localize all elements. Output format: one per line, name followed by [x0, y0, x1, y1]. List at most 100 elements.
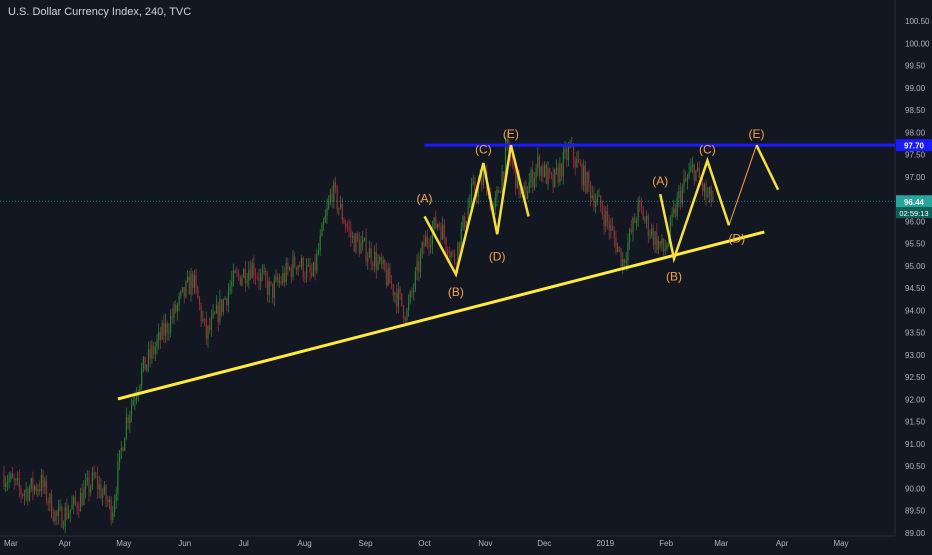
- candle: [170, 309, 172, 338]
- candle-body: [146, 364, 148, 371]
- candle-body: [357, 233, 359, 240]
- y-tick-label: 98.50: [905, 106, 926, 115]
- candle-body: [246, 280, 248, 284]
- candle: [532, 161, 534, 194]
- candle-body: [57, 508, 59, 517]
- candle: [708, 186, 711, 204]
- candle-body: [630, 229, 632, 233]
- candle: [132, 396, 134, 406]
- candle-body: [185, 281, 187, 297]
- candle-body: [351, 235, 354, 238]
- candle-body: [515, 165, 517, 189]
- candle: [299, 261, 301, 268]
- candle: [343, 216, 345, 225]
- candle: [372, 261, 374, 271]
- candle: [76, 501, 78, 515]
- candle: [630, 219, 632, 235]
- candle-body: [693, 164, 695, 181]
- candle: [197, 285, 199, 299]
- wave-label: (D): [729, 232, 746, 246]
- candle-body: [348, 227, 350, 229]
- candle: [634, 213, 636, 224]
- candle: [540, 165, 542, 182]
- candle-body: [496, 189, 498, 198]
- candle-body: [119, 450, 121, 463]
- candle: [595, 193, 597, 214]
- candle: [610, 218, 612, 239]
- candle-body: [666, 244, 668, 250]
- candle: [365, 228, 367, 267]
- candle-body: [107, 500, 109, 503]
- candle-body: [712, 197, 714, 202]
- x-tick-label: Oct: [418, 539, 431, 548]
- candle: [601, 200, 603, 220]
- candle-body: [224, 298, 226, 300]
- y-tick-label: 90.50: [905, 462, 926, 471]
- candle: [229, 279, 231, 296]
- candle: [326, 198, 328, 225]
- candle: [358, 231, 360, 257]
- candle-body: [110, 499, 112, 521]
- candle: [443, 219, 445, 244]
- candle-body: [316, 253, 318, 272]
- candle-body: [652, 228, 654, 245]
- candle-body: [309, 265, 311, 273]
- candle: [219, 289, 221, 325]
- candle-body: [637, 200, 639, 222]
- candle-body: [321, 224, 323, 237]
- candle-body: [168, 332, 170, 334]
- wave-path: [423, 144, 530, 278]
- candle-body: [249, 270, 252, 279]
- candle: [404, 315, 406, 325]
- candle-body: [219, 299, 221, 323]
- candle-body: [649, 235, 651, 237]
- candle: [231, 271, 233, 295]
- candle: [258, 268, 260, 291]
- candle: [319, 229, 321, 257]
- candle-body: [192, 274, 194, 289]
- candle-body: [442, 224, 444, 240]
- candle: [402, 304, 405, 324]
- candle-body: [584, 165, 586, 192]
- candle-body: [430, 244, 432, 248]
- candle: [198, 295, 201, 311]
- candle-body: [586, 172, 588, 192]
- candle-body: [419, 253, 422, 273]
- candle: [712, 190, 714, 203]
- candle: [204, 318, 206, 326]
- candle-body: [18, 477, 20, 489]
- candle-body: [76, 503, 78, 510]
- candle: [15, 477, 17, 486]
- candle-body: [45, 480, 48, 502]
- candle-body: [323, 222, 325, 225]
- candle: [241, 274, 243, 287]
- candle-body: [447, 249, 449, 257]
- candle-body: [603, 214, 605, 227]
- candle-body: [23, 492, 25, 497]
- candle: [190, 268, 192, 302]
- candle-body: [47, 501, 49, 504]
- candle-body: [452, 252, 454, 254]
- candle-body: [15, 479, 17, 481]
- candle-body: [102, 493, 104, 498]
- candle-body: [397, 288, 399, 307]
- candle: [168, 323, 170, 341]
- candle: [22, 493, 24, 499]
- candle: [542, 162, 544, 183]
- candle: [589, 180, 592, 207]
- candle-body: [74, 496, 76, 504]
- candle-body: [421, 242, 423, 254]
- candle: [292, 250, 294, 281]
- candle-body: [457, 242, 459, 265]
- candle-body: [187, 277, 189, 282]
- resistance-price-tag: [896, 139, 932, 152]
- candle-body: [697, 167, 699, 171]
- candle-body: [513, 163, 515, 166]
- candle-body: [62, 526, 65, 528]
- candle: [146, 363, 148, 373]
- wave-label: (C): [475, 143, 492, 157]
- candle: [173, 301, 175, 325]
- candle-body: [71, 504, 73, 510]
